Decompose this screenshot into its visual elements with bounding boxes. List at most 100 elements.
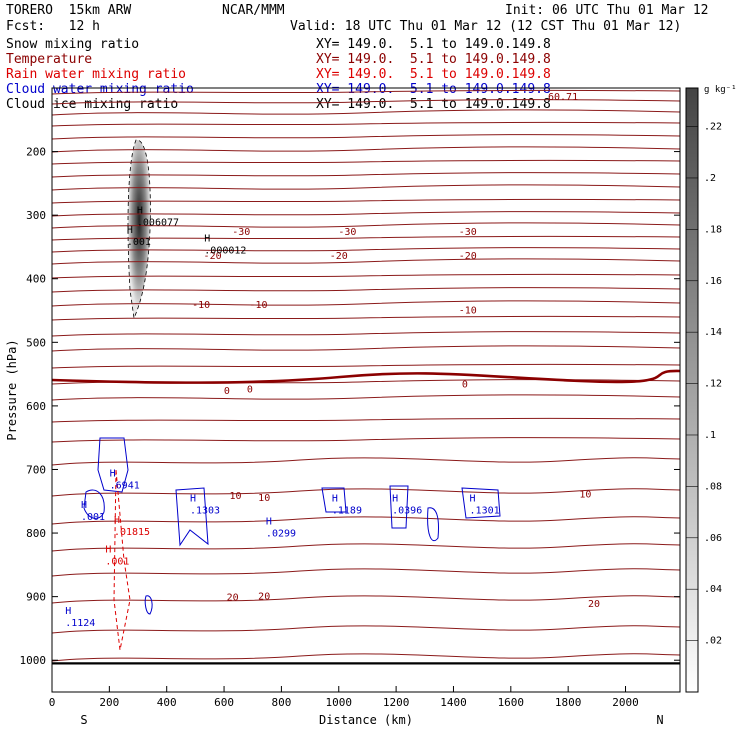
isotherm-line (51, 625, 681, 634)
legend-cloud-water-xy: XY= 149.0. 5.1 to 149.0.149.8 (316, 82, 551, 97)
maximum-label: .01815 (114, 527, 150, 538)
x-tick-label: 200 (99, 696, 119, 709)
isotherm-line (51, 121, 681, 127)
isotherm-line (51, 247, 681, 253)
isotherm-line (51, 394, 681, 401)
isotherm-label: 0 (462, 380, 468, 391)
legend-rain-xy: XY= 149.0. 5.1 to 149.0.149.8 (316, 67, 551, 82)
forecast-hour: Fcst: 12 h (6, 19, 100, 34)
maximum-marker: H (470, 493, 476, 504)
isotherm-line (51, 315, 681, 321)
isotherm-line (51, 488, 681, 497)
isotherm-label: -20 (204, 251, 222, 262)
maximum-label: .0299 (266, 528, 296, 539)
x-tick-label: 1200 (383, 696, 410, 709)
maximum-marker: H (105, 544, 111, 555)
maximum-label: .0396 (392, 505, 422, 516)
init-time: Init: 06 UTC Thu 01 Mar 12 (505, 3, 709, 18)
isotherm-line (51, 99, 681, 105)
cloud-water-contour (144, 595, 153, 615)
maximum-label: .001 (127, 237, 151, 248)
isotherm-line (51, 172, 681, 178)
y-tick-label: 1000 (20, 654, 47, 667)
isotherm-line (51, 159, 681, 165)
isotherm-label: -30 (232, 227, 250, 238)
model-name: TORERO 15km ARW (6, 3, 132, 18)
maximum-label: .1189 (332, 505, 362, 516)
cloud-water-contour (321, 487, 347, 513)
y-tick-label: 900 (26, 591, 46, 604)
legend-cloud-water-name: Cloud water mixing ratio (6, 82, 194, 97)
maximum-label: .001 (105, 556, 129, 567)
isotherm-label: -10 (192, 300, 210, 311)
maximum-label: .1303 (190, 505, 220, 516)
y-tick-label: 400 (26, 273, 46, 286)
isotherm-line (51, 345, 681, 352)
legend-snow-xy: XY= 149.0. 5.1 to 149.0.149.8 (316, 37, 551, 52)
isotherm-line (51, 457, 681, 466)
isotherm-line (51, 222, 681, 229)
maximum-label: .1301 (470, 505, 500, 516)
plot-frame (51, 87, 681, 693)
maximum-marker: H (127, 225, 133, 236)
legend-rain-name: Rain water mixing ratio (6, 67, 187, 82)
y-tick-label: 700 (26, 463, 46, 476)
isotherm-line (51, 287, 681, 293)
y-tick-label: 300 (26, 209, 46, 222)
organization: NCAR/MMM (222, 3, 285, 18)
maximum-marker: H (114, 515, 120, 526)
cloud-water-contour (389, 485, 409, 529)
maximum-label: .000012 (204, 245, 246, 256)
top-contour-label: 60.71 (548, 92, 578, 103)
isotherm-line (51, 211, 681, 217)
isotherm-label: 20 (227, 593, 239, 604)
y-tick-label: 800 (26, 527, 46, 540)
isotherm-line (51, 331, 681, 337)
colorbar-tick-label: .12 (704, 379, 722, 390)
legend-cloud-ice-xy: XY= 149.0. 5.1 to 149.0.149.8 (316, 97, 551, 112)
isotherm-line (51, 184, 681, 191)
maximum-label: .1124 (65, 618, 95, 629)
isotherm-label: 10 (230, 491, 242, 502)
cloud-water-contour (461, 487, 501, 519)
maximum-label: .6941 (110, 481, 140, 492)
colorbar-tick-label: .06 (704, 533, 722, 544)
isotherm-line (51, 568, 681, 577)
legend-cloud-ice-name: Cloud ice mixing ratio (6, 97, 179, 112)
rain-water-contour (113, 469, 131, 651)
isotherm-line (51, 437, 681, 443)
maximum-marker: H (332, 493, 338, 504)
cloud-water-contour (427, 507, 439, 542)
colorbar-tick-label: .2 (704, 173, 716, 184)
colorbar-tick-label: .08 (704, 481, 722, 492)
isotherm-label: -20 (330, 251, 348, 262)
maximum-marker: H (392, 493, 398, 504)
endpoint-label-right: N (656, 713, 663, 727)
maximum-marker: H (190, 493, 196, 504)
x-tick-label: 1000 (326, 696, 353, 709)
isotherm-line (51, 417, 681, 423)
isotherm-line (51, 235, 681, 241)
isotherm-label: 0 (247, 385, 253, 396)
isotherm-label: 10 (258, 493, 270, 504)
legend-snow-name: Snow mixing ratio (6, 37, 140, 52)
maximum-marker: H (65, 606, 71, 617)
cloud-water-contour (83, 489, 105, 519)
y-tick-label: 500 (26, 336, 46, 349)
colorbar-unit: g kg⁻¹ (704, 85, 737, 95)
colorbar-tick-label: .14 (704, 327, 722, 338)
x-tick-label: 800 (271, 696, 291, 709)
colorbar (685, 87, 699, 693)
isotherm-line (51, 363, 681, 369)
x-tick-label: 1400 (440, 696, 467, 709)
isotherm-line (51, 89, 681, 95)
isotherm-label: -30 (459, 227, 477, 238)
colorbar-tick-label: .22 (704, 122, 722, 133)
x-tick-label: 600 (214, 696, 234, 709)
isotherm-label: -10 (249, 300, 267, 311)
isotherm-line (51, 653, 681, 662)
x-tick-label: 0 (49, 696, 56, 709)
isotherm-line (51, 300, 681, 307)
maximum-label: .001 (81, 512, 105, 523)
